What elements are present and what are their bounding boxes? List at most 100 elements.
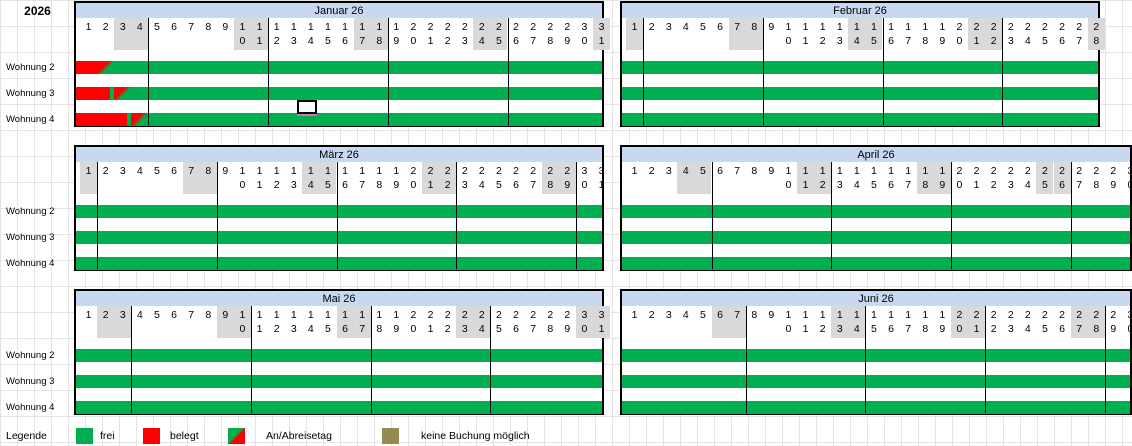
day-header[interactable]: 8 [199, 162, 217, 194]
day-header[interactable]: 2 [97, 306, 115, 338]
availability-bar[interactable] [622, 401, 1130, 414]
availability-bar[interactable] [76, 257, 602, 270]
availability-bar[interactable] [622, 61, 1098, 74]
day-header[interactable]: 9 [217, 162, 234, 194]
availability-bar[interactable] [76, 401, 602, 414]
day-header[interactable]: 3 [660, 162, 677, 194]
day-header[interactable]: 6 [166, 18, 183, 50]
day-header[interactable]: 1 [80, 306, 97, 338]
availability-bar[interactable] [622, 231, 1130, 244]
availability-bar[interactable] [76, 349, 602, 362]
occupied-segment[interactable] [76, 87, 98, 100]
day-header[interactable]: 2 [643, 162, 660, 194]
occupied-segment[interactable] [76, 61, 98, 74]
day-header[interactable]: 4 [131, 18, 149, 50]
day-header[interactable]: 5 [148, 18, 165, 50]
occupied-segment[interactable] [93, 113, 111, 126]
availability-bar[interactable] [76, 231, 602, 244]
availability-bar[interactable] [622, 349, 1130, 362]
day-header[interactable]: 5 [148, 162, 165, 194]
day-header[interactable]: 5 [694, 162, 712, 194]
occupied-segment[interactable] [110, 113, 128, 126]
day-header[interactable]: 4 [131, 162, 148, 194]
availability-bar[interactable] [76, 61, 602, 74]
day-header[interactable]: 6 [166, 162, 183, 194]
day-header[interactable]: 7 [728, 306, 746, 338]
cell-cursor[interactable] [297, 100, 317, 114]
changeover-segment[interactable] [114, 87, 132, 100]
day-header[interactable]: 6 [712, 18, 729, 50]
day-header[interactable]: 1 [80, 162, 98, 194]
availability-bar[interactable] [76, 87, 602, 100]
availability-bar[interactable] [622, 257, 1130, 270]
day-header[interactable]: 8 [200, 18, 217, 50]
day-header[interactable]: 3 [660, 306, 677, 338]
day-header[interactable]: 8 [746, 162, 763, 194]
day-header[interactable]: 1 [626, 306, 643, 338]
day-header[interactable]: 3 [114, 162, 131, 194]
